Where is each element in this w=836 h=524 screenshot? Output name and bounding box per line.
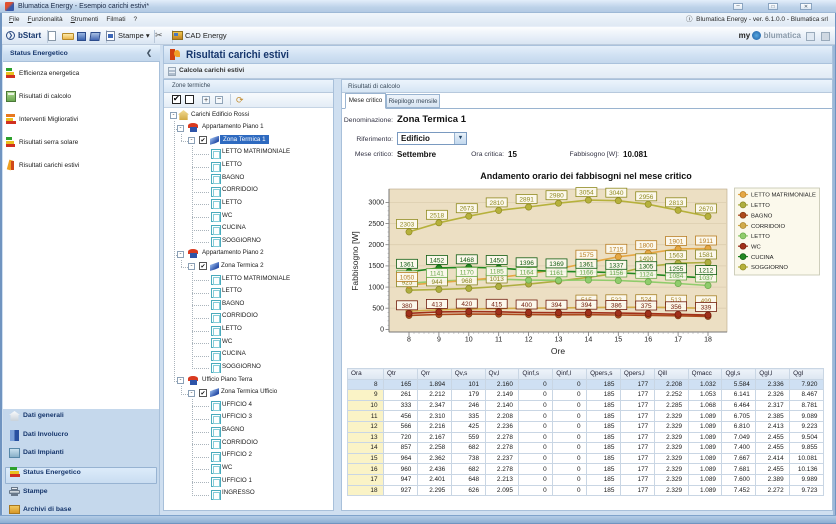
svg-text:1337: 1337 [609,262,624,269]
svg-text:968: 968 [461,278,472,285]
svg-text:9: 9 [437,337,441,344]
svg-text:2670: 2670 [699,206,714,213]
svg-text:1715: 1715 [609,246,624,253]
svg-text:3040: 3040 [609,190,624,197]
svg-text:500: 500 [372,306,384,313]
svg-text:CUCINA: CUCINA [751,255,774,261]
svg-text:SOGGIORNO: SOGGIORNO [751,265,788,271]
svg-text:1563: 1563 [669,253,684,260]
svg-text:2673: 2673 [460,206,475,213]
svg-text:499: 499 [701,298,712,305]
svg-text:386: 386 [611,303,622,310]
svg-text:1361: 1361 [579,261,594,268]
svg-text:1450: 1450 [489,258,504,265]
svg-text:LETTO: LETTO [751,234,770,240]
svg-text:Andamento orario dei fabbisogn: Andamento orario dei fabbisogni nel mese… [480,171,692,181]
svg-text:2956: 2956 [639,194,654,201]
svg-text:Fabbisogno [W]: Fabbisogno [W] [350,231,360,291]
svg-text:1037: 1037 [699,275,714,282]
svg-text:11: 11 [495,337,502,344]
svg-text:356: 356 [671,304,682,311]
svg-text:3000: 3000 [368,200,384,207]
svg-text:2810: 2810 [489,200,504,207]
svg-text:18: 18 [704,337,712,344]
svg-text:14: 14 [585,337,593,344]
svg-text:513: 513 [671,297,682,304]
svg-text:2500: 2500 [368,221,384,228]
svg-text:0: 0 [380,327,384,334]
svg-text:LETTO: LETTO [751,203,770,209]
svg-text:1185: 1185 [490,269,504,276]
svg-text:1164: 1164 [520,270,534,277]
svg-text:1901: 1901 [669,238,684,245]
svg-text:1369: 1369 [549,261,564,268]
svg-text:1255: 1255 [669,266,684,273]
svg-text:10: 10 [465,337,473,344]
svg-text:LETTO MATRIMONIALE: LETTO MATRIMONIALE [751,193,816,199]
svg-text:375: 375 [641,303,652,310]
svg-text:1050: 1050 [400,275,415,282]
svg-text:2980: 2980 [549,193,564,200]
svg-text:1468: 1468 [460,257,475,264]
svg-text:380: 380 [402,303,413,310]
svg-text:420: 420 [461,301,472,308]
svg-text:12: 12 [525,337,533,344]
svg-text:2303: 2303 [400,221,415,228]
svg-text:1124: 1124 [639,271,653,278]
svg-text:1361: 1361 [400,261,415,268]
svg-text:1800: 1800 [639,243,654,250]
svg-text:1212: 1212 [699,268,714,275]
svg-text:1581: 1581 [699,252,714,259]
svg-text:1305: 1305 [639,264,654,271]
svg-text:394: 394 [551,302,562,309]
svg-text:415: 415 [491,301,502,308]
svg-text:339: 339 [701,305,712,312]
svg-text:925: 925 [402,280,413,287]
svg-text:16: 16 [644,337,652,344]
svg-text:1396: 1396 [519,260,534,267]
svg-text:1000: 1000 [368,284,384,291]
svg-text:1911: 1911 [699,238,713,245]
svg-text:17: 17 [674,337,682,344]
svg-text:1500: 1500 [368,263,384,270]
svg-text:1490: 1490 [639,256,654,263]
svg-text:1013: 1013 [489,276,504,283]
svg-text:1166: 1166 [579,270,593,277]
svg-text:8: 8 [407,337,411,344]
svg-text:1156: 1156 [609,270,623,277]
svg-text:1170: 1170 [460,269,474,276]
svg-text:BAGNO: BAGNO [751,213,773,219]
svg-text:400: 400 [521,302,532,309]
svg-text:WC: WC [751,245,762,251]
svg-text:Ore: Ore [551,346,565,356]
svg-text:394: 394 [581,302,592,309]
svg-text:413: 413 [431,301,442,308]
svg-text:2000: 2000 [368,242,384,249]
svg-text:15: 15 [614,337,622,344]
svg-text:2518: 2518 [430,212,445,219]
svg-text:2891: 2891 [519,197,534,204]
svg-text:3054: 3054 [579,190,594,197]
svg-text:1452: 1452 [430,257,445,264]
svg-text:1575: 1575 [579,252,594,259]
svg-text:13: 13 [555,337,563,344]
svg-text:524: 524 [641,297,652,304]
svg-text:2813: 2813 [669,200,684,207]
svg-text:CORRIDOIO: CORRIDOIO [751,224,785,230]
svg-text:1161: 1161 [550,270,564,277]
svg-text:1141: 1141 [430,271,444,278]
svg-text:1084: 1084 [669,273,684,280]
svg-text:944: 944 [431,279,442,286]
